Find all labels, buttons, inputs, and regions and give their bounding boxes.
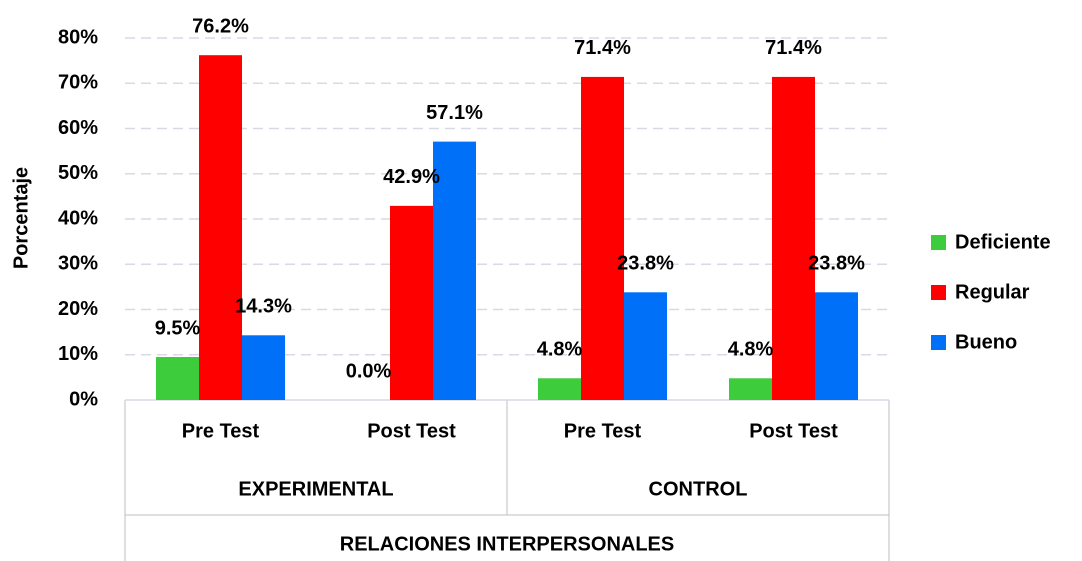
x-tick-label: Pre Test	[182, 420, 260, 442]
y-tick-label: 50%	[58, 162, 98, 184]
y-tick-label: 40%	[58, 207, 98, 229]
data-label: 9.5%	[155, 317, 201, 339]
data-label: 57.1%	[426, 102, 483, 124]
data-label: 4.8%	[537, 339, 583, 361]
y-tick-label: 10%	[58, 343, 98, 365]
y-tick-label: 70%	[58, 72, 98, 94]
data-label: 4.8%	[728, 339, 774, 361]
data-label: 42.9%	[383, 166, 440, 188]
data-label: 76.2%	[192, 15, 249, 37]
bar	[729, 378, 772, 400]
outer-category-label: RELACIONES INTERPERSONALES	[340, 533, 674, 555]
group-label: CONTROL	[649, 478, 748, 500]
legend-label: Bueno	[955, 331, 1017, 353]
data-label: 71.4%	[765, 37, 822, 59]
bar	[538, 378, 581, 400]
bar	[433, 141, 476, 400]
y-axis-label: Porcentaje	[10, 167, 32, 269]
bar	[199, 55, 242, 400]
bar	[815, 292, 858, 400]
data-label: 0.0%	[346, 360, 392, 382]
bar	[390, 205, 433, 400]
y-tick-label: 60%	[58, 117, 98, 139]
legend-swatch	[931, 235, 946, 250]
bar	[772, 76, 815, 400]
x-tick-label: Post Test	[367, 420, 456, 442]
group-label: EXPERIMENTAL	[238, 478, 393, 500]
y-tick-label: 20%	[58, 298, 98, 320]
x-tick-label: Pre Test	[564, 420, 642, 442]
data-label: 23.8%	[808, 253, 865, 275]
legend-label: Regular	[955, 281, 1030, 303]
legend-label: Deficiente	[955, 231, 1051, 253]
data-label: 71.4%	[574, 37, 631, 59]
y-tick-label: 30%	[58, 253, 98, 275]
data-label: 14.3%	[235, 296, 292, 318]
bar	[242, 335, 285, 400]
bar	[156, 357, 199, 400]
legend-swatch	[931, 335, 946, 350]
legend-swatch	[931, 285, 946, 300]
bar	[581, 76, 624, 400]
y-tick-label: 80%	[58, 26, 98, 48]
y-tick-label: 0%	[69, 388, 98, 410]
data-label: 23.8%	[617, 253, 674, 275]
bar	[624, 292, 667, 400]
x-tick-label: Post Test	[749, 420, 838, 442]
